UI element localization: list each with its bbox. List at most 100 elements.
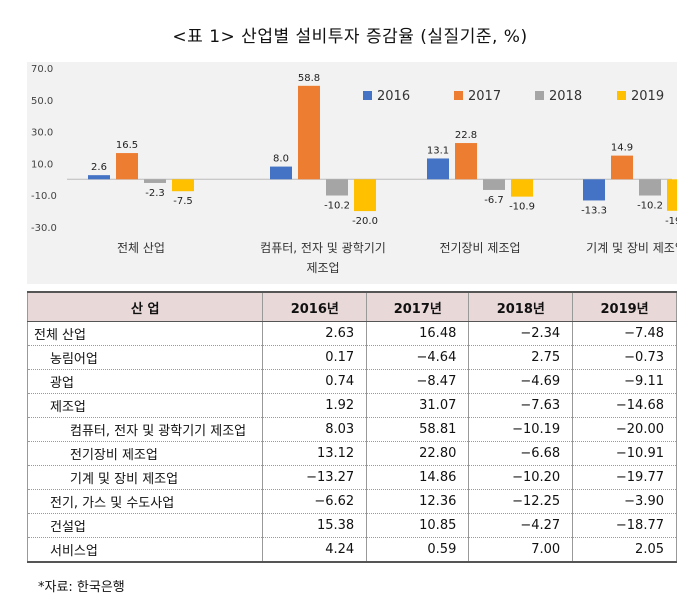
table-cell-2017년: 58.81 (366, 417, 470, 442)
table-row-label: 서비스업 (26, 537, 264, 563)
table-cell-2017년: −8.47 (366, 369, 470, 394)
legend-label-2016: 2016 (377, 89, 410, 104)
bar-2016 (583, 179, 605, 201)
data-label: 14.9 (611, 143, 633, 154)
table-cell-2017년: 31.07 (366, 393, 470, 418)
source-note: *자료: 한국은행 (38, 580, 125, 595)
x-category-label: 전체 산업 (117, 241, 165, 255)
table-cell-2017년: 16.48 (366, 321, 470, 346)
bar-2017 (116, 153, 138, 180)
legend-swatch-2018 (535, 91, 544, 100)
table-cell-2019년: −19.77 (572, 465, 677, 490)
table-row: 전기, 가스 및 수도사업 −6.62 12.36 −12.25 −3.90 (26, 489, 677, 514)
data-label: -2.3 (145, 188, 165, 199)
bar-chart-panel: -30.0 -10.0 10.0 30.0 50.0 70.0 2.6 16.5 -2.3 -7.… (27, 62, 677, 284)
x-category-label: 기계 및 장비 제조업 (586, 241, 677, 255)
bar-2019 (354, 179, 376, 212)
bar-2017 (455, 143, 477, 180)
x-category-label: 컴퓨터, 전자 및 광학기기 (260, 241, 386, 255)
y-tick-label: -10.0 (31, 191, 57, 202)
table-cell-2018년: −4.27 (468, 513, 574, 538)
bar-2018 (639, 179, 661, 196)
table-row: 서비스업 4.24 0.59 7.00 2.05 (26, 537, 677, 563)
legend-swatch-2016 (363, 91, 372, 100)
table-cell-2017년: −4.64 (366, 345, 470, 370)
table-row: 전체 산업 2.63 16.48 −2.34 −7.48 (26, 321, 677, 346)
table-cell-2018년: 7.00 (468, 537, 574, 563)
data-label: -10.2 (324, 201, 350, 212)
bar-chart: -30.0 -10.0 10.0 30.0 50.0 70.0 2.6 16.5 -2.3 -7.… (31, 64, 677, 275)
table-row-label: 농림어업 (26, 345, 264, 370)
table-row-label: 전기장비 제조업 (26, 441, 264, 466)
bar-2018 (326, 179, 348, 196)
bar-2019 (667, 179, 677, 211)
table-row-label: 건설업 (26, 513, 264, 538)
table-header-2017: 2017년 (366, 291, 470, 322)
bar-2018 (483, 179, 505, 190)
table-cell-2018년: −12.25 (468, 489, 574, 514)
bar-2016 (88, 175, 110, 180)
table-row: 기계 및 장비 제조업 −13.27 14.86 −10.20 −19.77 (26, 465, 677, 490)
table-cell-2018년: −7.63 (468, 393, 574, 418)
data-table: 산 업 2016년 2017년 2018년 2019년 전체 산업 2.63 16.… (26, 291, 677, 563)
table-row: 컴퓨터, 전자 및 광학기기 제조업 8.03 58.81 −10.19 −20.00 (26, 417, 677, 442)
table-row: 농림어업 0.17 −4.64 2.75 −0.73 (26, 345, 677, 370)
data-label: -10.2 (637, 201, 663, 212)
table-cell-2017년: 0.59 (366, 537, 470, 563)
bar-2018 (144, 179, 166, 183)
page-title: <표 1> 산업별 설비투자 증감율 (실질기준, %) (172, 27, 528, 47)
y-tick-label: -30.0 (31, 223, 57, 234)
data-label: -10.9 (509, 202, 535, 213)
table-cell-2016년: 15.38 (262, 513, 368, 538)
table-cell-2017년: 12.36 (366, 489, 470, 514)
table-cell-2016년: −13.27 (262, 465, 368, 490)
table-row-label: 광업 (26, 369, 264, 394)
table-cell-2017년: 10.85 (366, 513, 470, 538)
data-label: 2.6 (91, 162, 107, 173)
legend-swatch-2017 (454, 91, 463, 100)
table-cell-2016년: 4.24 (262, 537, 368, 563)
table-cell-2018년: −4.69 (468, 369, 574, 394)
table-row-label: 전체 산업 (26, 321, 264, 346)
table-header-industry: 산 업 (26, 291, 264, 322)
x-category-label: 전기장비 제조업 (439, 241, 520, 255)
table-row-label: 제조업 (26, 393, 264, 418)
table-cell-2019년: −0.73 (572, 345, 677, 370)
x-category-label: 제조업 (306, 261, 339, 275)
table-row: 전기장비 제조업 13.12 22.80 −6.68 −10.91 (26, 441, 677, 466)
data-label: -6.7 (484, 195, 504, 206)
table-cell-2016년: 0.17 (262, 345, 368, 370)
table-cell-2019년: −14.68 (572, 393, 677, 418)
table-cell-2019년: −3.90 (572, 489, 677, 514)
table-cell-2018년: 2.75 (468, 345, 574, 370)
y-tick-label: 30.0 (31, 128, 53, 139)
table-row-label: 컴퓨터, 전자 및 광학기기 제조업 (26, 417, 264, 442)
table-cell-2019년: −7.48 (572, 321, 677, 346)
y-tick-label: 70.0 (31, 64, 53, 75)
table-cell-2018년: −2.34 (468, 321, 574, 346)
y-tick-label: 10.0 (31, 159, 53, 170)
y-tick-label: 50.0 (31, 96, 53, 107)
bar-2016 (427, 158, 449, 180)
table-cell-2016년: 13.12 (262, 441, 368, 466)
table-row: 제조업 1.92 31.07 −7.63 −14.68 (26, 393, 677, 418)
legend-label-2018: 2018 (549, 89, 582, 104)
table-cell-2016년: 2.63 (262, 321, 368, 346)
bar-2016 (270, 166, 292, 180)
table-row: 건설업 15.38 10.85 −4.27 −18.77 (26, 513, 677, 538)
table-cell-2016년: 8.03 (262, 417, 368, 442)
table-header-row: 산 업 2016년 2017년 2018년 2019년 (26, 291, 677, 322)
table-header-2019: 2019년 (572, 291, 677, 322)
bar-2019 (172, 179, 194, 192)
bar-2017 (298, 85, 320, 180)
data-label: -19.8 (665, 216, 677, 227)
table-row: 광업 0.74 −8.47 −4.69 −9.11 (26, 369, 677, 394)
bar-2019 (511, 179, 533, 197)
table-cell-2018년: −10.19 (468, 417, 574, 442)
table-header-2018: 2018년 (468, 291, 574, 322)
data-label: -13.3 (581, 205, 607, 216)
data-label: 8.0 (273, 154, 289, 165)
table-cell-2019년: −10.91 (572, 441, 677, 466)
data-label: 58.8 (298, 73, 320, 84)
legend-label-2017: 2017 (468, 89, 501, 104)
